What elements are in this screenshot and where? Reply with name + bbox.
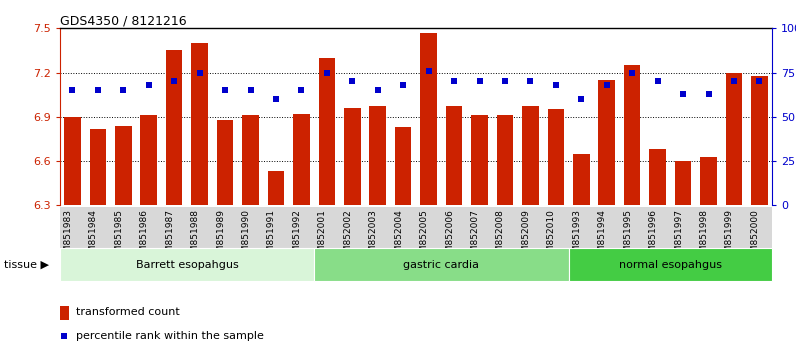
Text: GSM851991: GSM851991: [267, 209, 276, 264]
Text: GSM852006: GSM852006: [445, 209, 454, 264]
Bar: [115, 126, 131, 205]
Bar: [60, 248, 314, 281]
Text: GSM851993: GSM851993: [572, 209, 581, 264]
Text: GSM852003: GSM852003: [369, 209, 378, 264]
Point: [447, 79, 460, 84]
Bar: [568, 248, 772, 281]
Bar: [140, 115, 157, 205]
Point: [244, 87, 257, 93]
Point: [219, 87, 232, 93]
Text: GSM852004: GSM852004: [394, 209, 404, 264]
Bar: [700, 156, 716, 205]
Bar: [90, 129, 106, 205]
Bar: [191, 43, 208, 205]
Bar: [395, 127, 412, 205]
Point: [372, 87, 384, 93]
Text: GSM852001: GSM852001: [318, 209, 327, 264]
Bar: [497, 115, 513, 205]
Text: GSM851996: GSM851996: [649, 209, 657, 264]
Bar: [548, 109, 564, 205]
Bar: [471, 115, 488, 205]
Text: GSM851984: GSM851984: [89, 209, 98, 264]
Point: [626, 70, 638, 75]
Text: GSM851994: GSM851994: [598, 209, 607, 264]
Point: [193, 70, 206, 75]
Point: [524, 79, 537, 84]
Bar: [446, 107, 462, 205]
Bar: [420, 33, 437, 205]
Bar: [314, 248, 568, 281]
Text: GSM851997: GSM851997: [674, 209, 683, 264]
Text: GSM851998: GSM851998: [700, 209, 708, 264]
Text: GSM852000: GSM852000: [751, 209, 759, 264]
Text: GSM851999: GSM851999: [725, 209, 734, 264]
Point: [397, 82, 410, 88]
Point: [346, 79, 359, 84]
Point: [168, 79, 181, 84]
Point: [92, 87, 104, 93]
Text: transformed count: transformed count: [76, 307, 179, 316]
Text: GSM852002: GSM852002: [343, 209, 353, 264]
Point: [702, 91, 715, 97]
Point: [295, 87, 308, 93]
Bar: [751, 75, 767, 205]
Bar: [242, 115, 259, 205]
Text: GSM852009: GSM852009: [521, 209, 530, 264]
Bar: [522, 107, 539, 205]
Text: GSM851985: GSM851985: [115, 209, 123, 264]
Bar: [573, 154, 590, 205]
Bar: [267, 171, 284, 205]
Bar: [624, 65, 641, 205]
Point: [270, 96, 283, 102]
Point: [142, 82, 155, 88]
Text: Barrett esopahgus: Barrett esopahgus: [135, 259, 238, 270]
Point: [66, 87, 79, 93]
Text: tissue ▶: tissue ▶: [4, 259, 49, 270]
Bar: [344, 108, 361, 205]
Text: GSM851992: GSM851992: [292, 209, 302, 264]
Bar: [726, 73, 742, 205]
Text: GSM851990: GSM851990: [241, 209, 251, 264]
Bar: [64, 117, 80, 205]
Text: GSM851983: GSM851983: [64, 209, 72, 264]
Bar: [293, 114, 310, 205]
Point: [117, 87, 130, 93]
Text: GSM851995: GSM851995: [623, 209, 632, 264]
Text: GSM852005: GSM852005: [419, 209, 428, 264]
Point: [321, 70, 334, 75]
Text: GSM851986: GSM851986: [140, 209, 149, 264]
Bar: [599, 80, 615, 205]
Text: GSM851987: GSM851987: [166, 209, 174, 264]
Text: GSM852008: GSM852008: [496, 209, 505, 264]
Text: GSM851988: GSM851988: [190, 209, 200, 264]
Text: GSM852010: GSM852010: [547, 209, 556, 264]
Bar: [675, 161, 692, 205]
Bar: [217, 120, 233, 205]
Text: gastric cardia: gastric cardia: [404, 259, 479, 270]
Point: [498, 79, 511, 84]
Text: GSM852007: GSM852007: [470, 209, 479, 264]
Point: [473, 79, 486, 84]
Bar: [650, 149, 666, 205]
Point: [549, 82, 562, 88]
Text: GSM851989: GSM851989: [216, 209, 225, 264]
Bar: [369, 107, 386, 205]
Text: percentile rank within the sample: percentile rank within the sample: [76, 331, 263, 341]
Point: [575, 96, 587, 102]
Bar: [166, 50, 182, 205]
Point: [600, 82, 613, 88]
Bar: [318, 58, 335, 205]
Text: normal esopahgus: normal esopahgus: [618, 259, 722, 270]
Point: [677, 91, 689, 97]
Point: [651, 79, 664, 84]
Point: [753, 79, 766, 84]
Point: [58, 333, 71, 339]
Text: GDS4350 / 8121216: GDS4350 / 8121216: [60, 14, 186, 27]
Point: [422, 68, 435, 74]
Point: [728, 79, 740, 84]
